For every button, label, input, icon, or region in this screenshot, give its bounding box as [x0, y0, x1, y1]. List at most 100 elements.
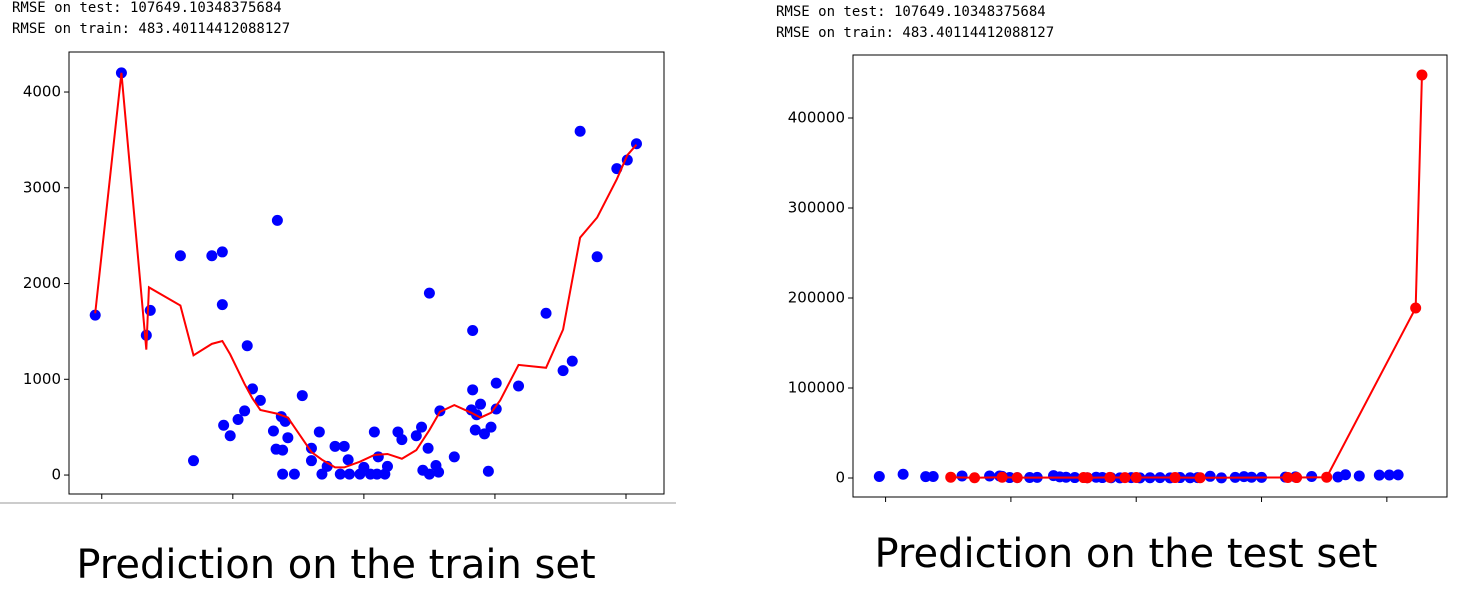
point: [305, 442, 317, 454]
point: [396, 434, 408, 446]
point: [89, 309, 101, 321]
point: [338, 440, 350, 452]
point: [984, 470, 996, 482]
point: [216, 246, 228, 258]
point: [1416, 69, 1428, 81]
point: [1282, 471, 1294, 483]
caption: Prediction on the train set: [76, 542, 595, 588]
y-tick-label: 200000: [788, 289, 845, 307]
point: [410, 430, 422, 442]
point: [433, 466, 445, 478]
point: [482, 465, 494, 477]
point: [329, 440, 341, 452]
point: [224, 430, 236, 442]
line: [94, 72, 638, 469]
point: [372, 451, 384, 463]
point: [630, 138, 642, 150]
y-tick-label: 3000: [23, 178, 61, 196]
point: [218, 419, 230, 431]
point: [1119, 472, 1131, 484]
point: [490, 377, 502, 389]
point: [1204, 470, 1216, 482]
point: [1130, 471, 1142, 483]
point: [174, 250, 186, 262]
point: [371, 468, 383, 480]
point: [277, 468, 289, 480]
point: [288, 468, 300, 480]
point: [996, 471, 1008, 483]
y-tick-label: 300000: [788, 199, 845, 217]
point: [1081, 472, 1093, 484]
y-tick-label: 2000: [23, 274, 61, 292]
plot-frame: [68, 51, 665, 495]
point: [1410, 302, 1422, 314]
y-tick-label: 1000: [23, 370, 61, 388]
point: [557, 365, 569, 377]
point: [313, 426, 325, 438]
y-tick-label: 0: [51, 466, 61, 484]
y-tick-label: 100000: [788, 379, 845, 397]
point: [1104, 471, 1116, 483]
annotation: RMSE on train: 483.40114412088127: [776, 25, 1054, 41]
point: [897, 468, 909, 480]
point: [144, 304, 156, 316]
point: [296, 390, 308, 402]
point: [381, 460, 393, 472]
point: [1291, 472, 1303, 484]
y-tick-label: 4000: [23, 83, 61, 101]
point: [467, 324, 479, 336]
point: [956, 470, 968, 482]
point: [540, 307, 552, 319]
point: [467, 384, 479, 396]
point: [485, 421, 497, 433]
point: [591, 251, 603, 263]
point: [305, 455, 317, 467]
y-tick-label: 400000: [788, 109, 845, 127]
point: [343, 468, 355, 480]
point: [271, 214, 283, 226]
point: [277, 444, 289, 456]
annotation: RMSE on test: 107649.10348375684: [776, 4, 1046, 20]
point: [416, 421, 428, 433]
point: [873, 470, 885, 482]
point: [206, 250, 218, 262]
point: [1194, 472, 1206, 484]
point: [423, 287, 435, 299]
point: [316, 468, 328, 480]
point: [1011, 472, 1023, 484]
point: [216, 299, 228, 311]
point: [513, 380, 525, 392]
point: [232, 414, 244, 426]
point: [368, 426, 380, 438]
point: [566, 355, 578, 367]
point: [241, 340, 253, 352]
point: [188, 455, 200, 467]
point: [1169, 472, 1181, 484]
point: [282, 432, 294, 444]
point: [1353, 470, 1365, 482]
point: [254, 394, 266, 406]
point: [422, 442, 434, 454]
point: [342, 454, 354, 466]
point: [267, 425, 279, 437]
point: [448, 451, 460, 463]
point: [1339, 469, 1351, 481]
point: [475, 398, 487, 410]
caption: Prediction on the test set: [875, 531, 1378, 577]
point: [945, 471, 957, 483]
point: [423, 468, 435, 480]
point: [1373, 469, 1385, 481]
point: [334, 468, 346, 480]
point: [927, 470, 939, 482]
annotation: RMSE on train: 483.40114412088127: [12, 21, 290, 37]
point: [1392, 469, 1404, 481]
point: [490, 403, 502, 415]
y-tick-label: 0: [835, 469, 845, 487]
point: [469, 424, 481, 436]
plot-frame: [852, 54, 1448, 498]
point: [1321, 471, 1333, 483]
point: [969, 472, 981, 484]
line: [950, 74, 1423, 479]
